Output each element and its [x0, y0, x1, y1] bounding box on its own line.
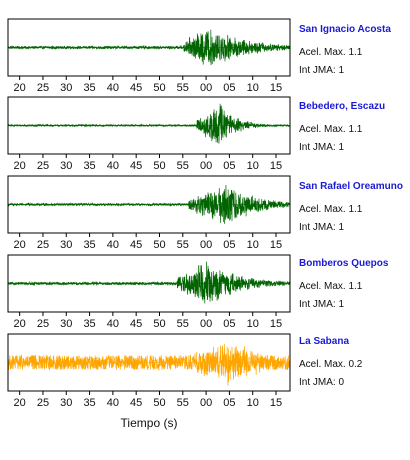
waveform-trace [7, 185, 291, 224]
x-tick-label: 15 [270, 160, 282, 172]
x-tick-label: 15 [270, 397, 282, 409]
x-tick-label: 30 [60, 239, 72, 251]
x-tick-label: 55 [177, 318, 189, 330]
acel-max-label: Acel. Max. 1.1 [299, 47, 363, 58]
x-tick-label: 05 [223, 160, 235, 172]
x-tick-label: 55 [177, 82, 189, 94]
x-tick-label: 00 [200, 318, 212, 330]
waveform-trace [7, 103, 291, 144]
station-info-1: San Ignacio Acosta Acel. Max. 1.1 Int JM… [299, 24, 409, 77]
acel-max-label: Acel. Max. 1.1 [299, 124, 363, 135]
x-tick-label: 20 [14, 160, 26, 172]
x-tick-label: 35 [83, 318, 95, 330]
station-info-4: Bomberos Quepos Acel. Max. 1.1 Int JMA: … [299, 258, 409, 311]
x-tick-label: 30 [60, 160, 72, 172]
x-tick-label: 25 [37, 397, 49, 409]
x-tick-label: 30 [60, 397, 72, 409]
x-tick-label: 10 [247, 160, 259, 172]
x-tick-label: 20 [14, 239, 26, 251]
panel-frame [7, 333, 291, 392]
x-tick-label: 50 [153, 160, 165, 172]
station-name: San Ignacio Acosta [299, 24, 391, 35]
x-tick-label: 05 [223, 239, 235, 251]
panel-frame [7, 96, 291, 155]
x-tick-label: 45 [130, 397, 142, 409]
x-tick-label: 45 [130, 318, 142, 330]
x-tick-label: 45 [130, 82, 142, 94]
panel-1: 20 25 30 35 40 45 50 55 00 05 10 15 [7, 18, 291, 94]
x-tick-label: 05 [223, 318, 235, 330]
int-jma-label: Int JMA: 1 [299, 142, 345, 153]
x-tick-label: 25 [37, 82, 49, 94]
x-tick-label: 25 [37, 239, 49, 251]
acel-max-label: Acel. Max. 1.1 [299, 281, 363, 292]
panel-frame [7, 254, 291, 313]
x-tick-label: 20 [14, 318, 26, 330]
station-info-2: Bebedero, Escazu Acel. Max. 1.1 Int JMA:… [299, 101, 409, 154]
waveform-trace [7, 261, 291, 304]
x-tick-label: 35 [83, 82, 95, 94]
x-tick-label: 40 [107, 82, 119, 94]
x-tick-label: 05 [223, 82, 235, 94]
x-tick-label: 10 [247, 397, 259, 409]
x-tick-label: 40 [107, 160, 119, 172]
waveform-trace [7, 29, 291, 66]
x-tick-label: 50 [153, 82, 165, 94]
x-tick-label: 25 [37, 318, 49, 330]
station-name: San Rafael Oreamuno [299, 181, 403, 192]
x-tick-label: 10 [247, 82, 259, 94]
x-tick-label: 55 [177, 160, 189, 172]
acel-max-label: Acel. Max. 1.1 [299, 204, 363, 215]
x-tick-label: 40 [107, 239, 119, 251]
x-tick-label: 35 [83, 160, 95, 172]
station-name: Bomberos Quepos [299, 258, 389, 269]
x-tick-label: 10 [247, 318, 259, 330]
panel-4: 20 25 30 35 40 45 50 55 00 05 10 15 [7, 254, 291, 330]
panel-5: 20 25 30 35 40 45 50 55 00 05 10 15 [7, 333, 291, 409]
x-tick-label: 50 [153, 239, 165, 251]
x-tick-label: 15 [270, 318, 282, 330]
panel-3: 20 25 30 35 40 45 50 55 00 05 10 15 [7, 175, 291, 251]
x-tick-label: 30 [60, 318, 72, 330]
x-tick-label: 05 [223, 397, 235, 409]
x-tick-label: 45 [130, 239, 142, 251]
x-tick-label: 35 [83, 239, 95, 251]
x-tick-label: 20 [14, 397, 26, 409]
x-tick-label: 55 [177, 239, 189, 251]
int-jma-label: Int JMA: 1 [299, 299, 345, 310]
x-tick-label: 15 [270, 82, 282, 94]
waveform-trace [7, 344, 291, 386]
int-jma-label: Int JMA: 1 [299, 222, 345, 233]
x-tick-label: 50 [153, 397, 165, 409]
x-tick-label: 50 [153, 318, 165, 330]
x-tick-label: 10 [247, 239, 259, 251]
x-tick-label: 00 [200, 397, 212, 409]
x-tick-label: 45 [130, 160, 142, 172]
acel-max-label: Acel. Max. 0.2 [299, 359, 363, 370]
panel-frame [7, 18, 291, 77]
x-tick-label: 15 [270, 239, 282, 251]
station-name: Bebedero, Escazu [299, 101, 386, 112]
x-tick-label: 25 [37, 160, 49, 172]
x-tick-label: 40 [107, 397, 119, 409]
x-tick-label: 40 [107, 318, 119, 330]
station-name: La Sabana [299, 336, 350, 347]
x-tick-label: 00 [200, 82, 212, 94]
panel-2: 20 25 30 35 40 45 50 55 00 05 10 15 [7, 96, 291, 172]
panel-frame [7, 175, 291, 234]
x-tick-label: 35 [83, 397, 95, 409]
x-tick-label: 00 [200, 239, 212, 251]
x-tick-label: 20 [14, 82, 26, 94]
x-tick-label: 30 [60, 82, 72, 94]
station-info-3: San Rafael Oreamuno Acel. Max. 1.1 Int J… [299, 181, 409, 234]
station-info-5: La Sabana Acel. Max. 0.2 Int JMA: 0 [299, 336, 409, 389]
int-jma-label: Int JMA: 1 [299, 65, 345, 76]
x-tick-label: 55 [177, 397, 189, 409]
x-axis-title: Tiempo (s) [120, 416, 178, 430]
x-tick-label: 00 [200, 160, 212, 172]
int-jma-label: Int JMA: 0 [299, 377, 345, 388]
